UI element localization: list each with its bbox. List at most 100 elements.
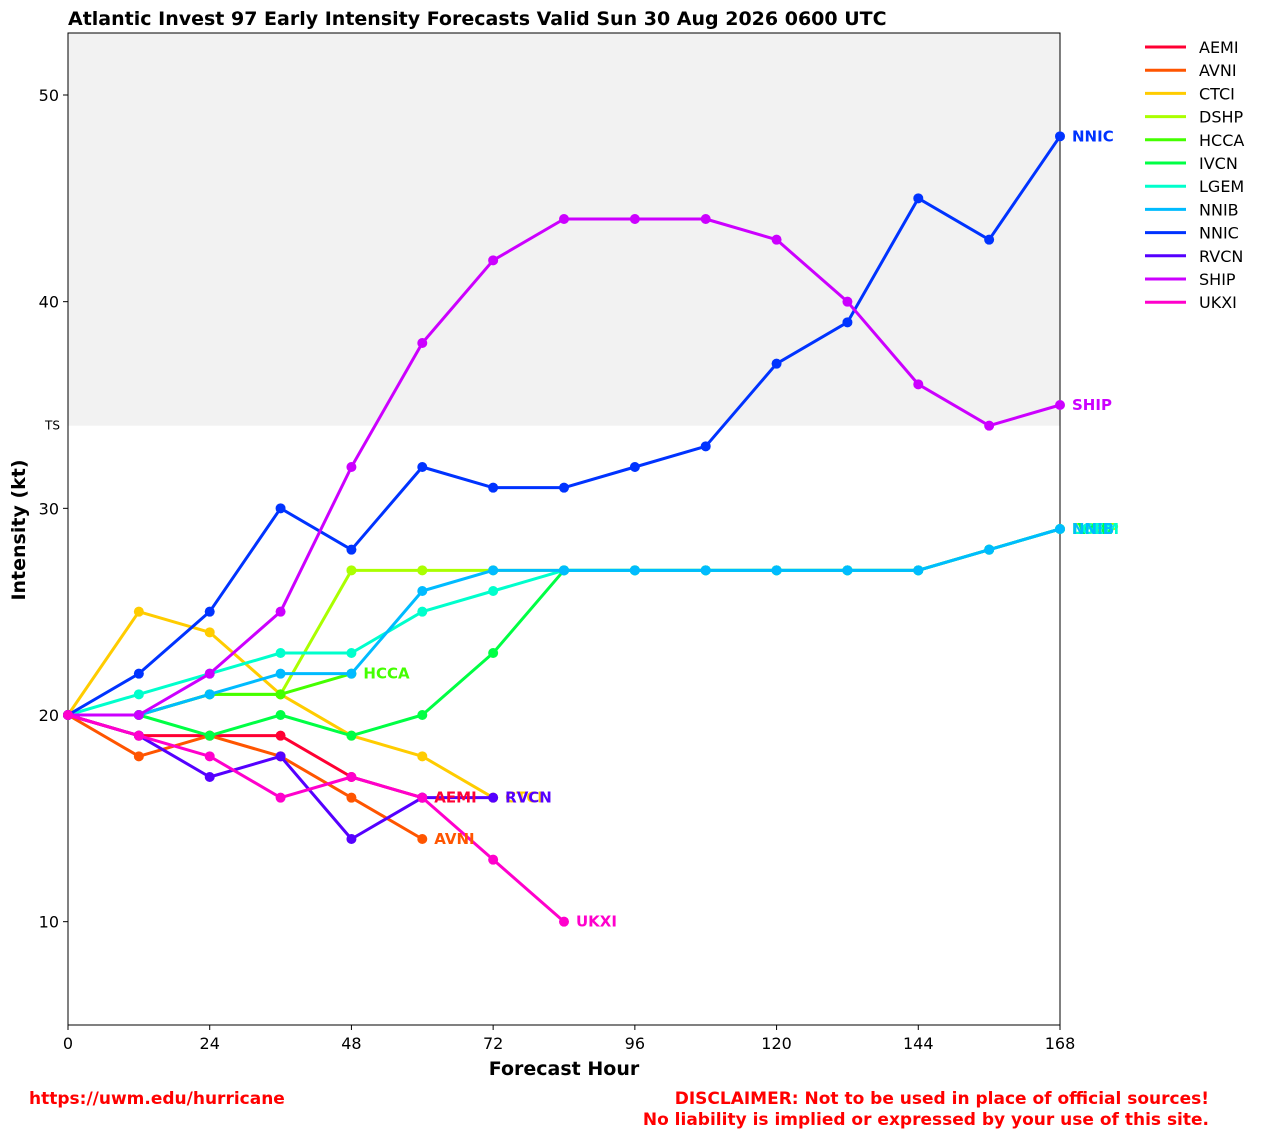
series-line bbox=[66, 527, 1062, 717]
data-point bbox=[559, 214, 569, 224]
disclaimer: DISCLAIMER: Not to be used in place of o… bbox=[643, 1089, 1209, 1131]
data-point bbox=[204, 751, 215, 762]
series-line bbox=[66, 527, 1062, 717]
data-point bbox=[417, 586, 428, 596]
data-point bbox=[275, 751, 286, 762]
end-label-rvcn: RVCN bbox=[505, 789, 552, 807]
data-point bbox=[488, 482, 499, 493]
series-lgem bbox=[63, 524, 1065, 720]
end-label-nnic: NNIC bbox=[1072, 127, 1114, 145]
series-layer bbox=[63, 131, 1065, 927]
legend-label: IVCN bbox=[1199, 154, 1238, 173]
data-point bbox=[133, 751, 144, 762]
x-tick-label: 120 bbox=[761, 1034, 792, 1053]
data-point bbox=[275, 710, 286, 720]
end-label-nnib: NNIB bbox=[1072, 520, 1114, 538]
x-axis-label: Forecast Hour bbox=[489, 1058, 640, 1080]
data-point bbox=[275, 668, 286, 679]
data-point bbox=[488, 255, 499, 266]
data-point bbox=[913, 379, 924, 390]
data-point bbox=[346, 544, 357, 555]
data-point bbox=[346, 565, 357, 576]
data-point bbox=[984, 420, 995, 431]
data-point bbox=[417, 710, 428, 720]
y-tick-label: 10 bbox=[39, 913, 59, 932]
y-tick-label: 50 bbox=[39, 86, 59, 105]
source-url[interactable]: https://uwm.edu/hurricane bbox=[29, 1089, 285, 1109]
end-label-dshp: DSHP bbox=[1072, 520, 1119, 538]
data-point bbox=[629, 462, 640, 472]
x-tick-label: 96 bbox=[625, 1034, 645, 1053]
data-point bbox=[984, 544, 995, 555]
end-label-aemi: AEMI bbox=[434, 789, 476, 807]
series-line bbox=[66, 610, 495, 800]
data-point bbox=[1055, 400, 1065, 410]
data-point bbox=[488, 648, 499, 658]
data-point bbox=[133, 668, 144, 679]
series-ukxi bbox=[63, 710, 569, 927]
series-line bbox=[66, 527, 1062, 717]
data-point bbox=[700, 214, 711, 224]
data-point bbox=[417, 606, 428, 617]
data-point bbox=[133, 710, 144, 720]
data-point bbox=[700, 441, 711, 452]
series-nnib bbox=[63, 524, 1065, 720]
series-line bbox=[66, 713, 424, 800]
end-label-lgem: LGEM bbox=[1072, 520, 1119, 538]
legend-label: AVNI bbox=[1199, 61, 1237, 80]
end-label-ctci: CTCI bbox=[505, 789, 543, 807]
y-axis-label: Intensity (kt) bbox=[8, 459, 30, 600]
data-point bbox=[417, 792, 428, 803]
data-point bbox=[1055, 131, 1065, 142]
series-dshp bbox=[63, 524, 1065, 720]
data-point bbox=[346, 462, 357, 472]
y-tick-label: 20 bbox=[39, 706, 59, 725]
data-point bbox=[842, 565, 853, 576]
chart-title: Atlantic Invest 97 Early Intensity Forec… bbox=[68, 8, 887, 30]
data-point bbox=[346, 834, 357, 844]
data-point bbox=[346, 648, 357, 658]
intensity-chart: Atlantic Invest 97 Early Intensity Forec… bbox=[8, 8, 1244, 1080]
end-label-ship: SHIP bbox=[1072, 396, 1112, 414]
data-point bbox=[275, 648, 286, 658]
x-tick-label: 168 bbox=[1045, 1034, 1076, 1053]
legend-label: UKXI bbox=[1199, 293, 1237, 312]
data-point bbox=[204, 772, 215, 782]
legend-label: NNIC bbox=[1199, 224, 1239, 243]
axes-layer: 0 24 48 72 96 120 144 168 10 20 30 40 50 TS bbox=[39, 32, 1076, 1053]
end-label-hcca: HCCA bbox=[363, 665, 410, 683]
data-point bbox=[559, 916, 569, 927]
data-point bbox=[275, 503, 286, 514]
data-point bbox=[488, 586, 499, 596]
data-point bbox=[488, 565, 499, 576]
data-point bbox=[913, 565, 924, 576]
data-point bbox=[771, 358, 782, 369]
data-point bbox=[204, 689, 215, 700]
data-point bbox=[629, 214, 640, 224]
x-tick-label: 24 bbox=[200, 1034, 220, 1053]
disclaimer-line-1: DISCLAIMER: Not to be used in place of o… bbox=[674, 1089, 1209, 1109]
legend-label: RVCN bbox=[1199, 247, 1243, 266]
data-point bbox=[275, 730, 286, 741]
data-point bbox=[204, 730, 215, 741]
data-point bbox=[275, 606, 286, 617]
legend-label: NNIB bbox=[1199, 200, 1239, 219]
data-point bbox=[346, 792, 357, 803]
legend-label: HCCA bbox=[1199, 131, 1244, 150]
data-point bbox=[204, 627, 215, 638]
series-rvcn bbox=[63, 710, 499, 844]
legend-label: SHIP bbox=[1199, 270, 1236, 289]
end-label-ivcn: IVCN bbox=[1072, 520, 1113, 538]
data-point bbox=[346, 668, 357, 679]
data-point bbox=[204, 606, 215, 617]
data-point bbox=[204, 668, 215, 679]
data-point bbox=[488, 792, 499, 803]
data-point bbox=[559, 565, 569, 576]
data-point bbox=[417, 462, 428, 472]
series-line bbox=[66, 713, 566, 924]
x-tick-label: 72 bbox=[483, 1034, 503, 1053]
legend-label: AEMI bbox=[1199, 38, 1239, 57]
series-line bbox=[66, 713, 424, 841]
ts-threshold-label: TS bbox=[44, 419, 60, 433]
